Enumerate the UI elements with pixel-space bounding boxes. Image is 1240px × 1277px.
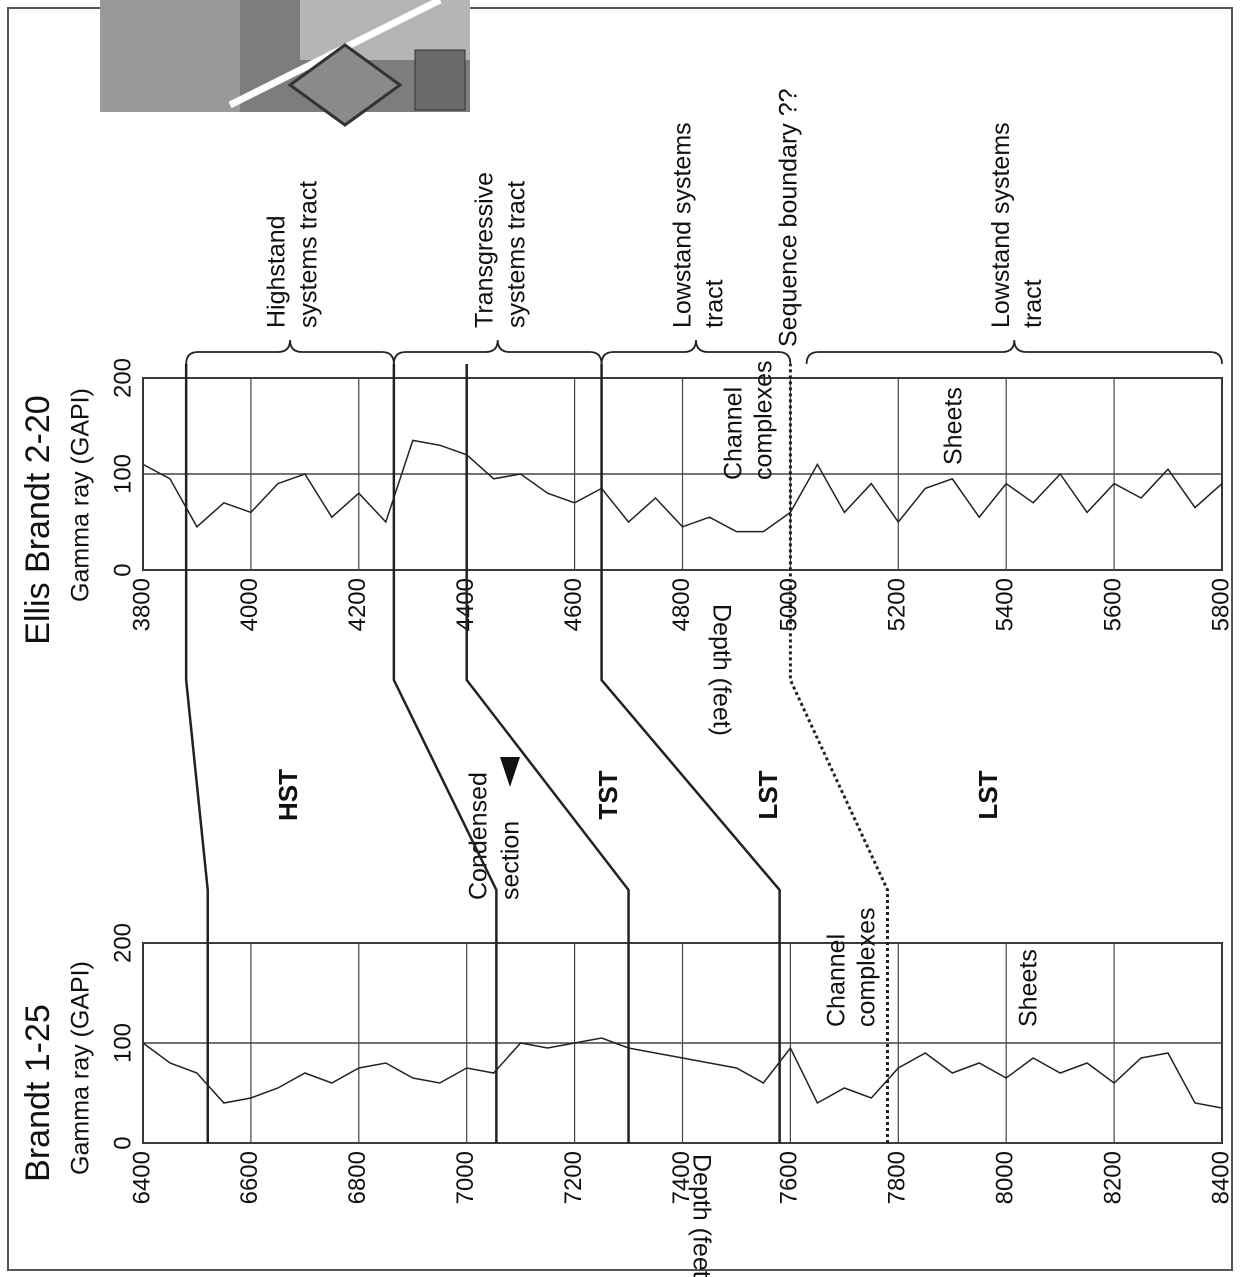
- annotation: Channel: [720, 387, 748, 480]
- y-tick-label: 100: [109, 454, 136, 494]
- x-tick-label: 5400: [992, 578, 1019, 631]
- x-tick-label: 6400: [128, 1151, 155, 1204]
- x-tick-label: 4600: [560, 578, 587, 631]
- x-tick-label: 7400: [668, 1151, 695, 1204]
- y-tick-label: 200: [109, 358, 136, 398]
- x-tick-label: 7200: [560, 1151, 587, 1204]
- x-tick-label: 8200: [1099, 1151, 1126, 1204]
- y-tick-label: 0: [109, 1136, 136, 1149]
- bracket-label: systems tract: [502, 181, 530, 328]
- figure: Ellis Brandt 2-20 Gamma ray (GAPI) Depth (…: [0, 0, 1240, 1277]
- x-tick-label: 5200: [884, 578, 911, 631]
- y-axis-label: Gamma ray (GAPI): [67, 388, 95, 602]
- annotation: Sequence boundary ??: [775, 88, 803, 347]
- y-tick-label: 0: [109, 563, 136, 576]
- photo: [100, 0, 470, 125]
- well-title: Brandt 1-25: [19, 1004, 57, 1182]
- bracket-label: Highstand: [263, 215, 291, 328]
- bracket-label: Lowstand systems: [987, 122, 1015, 328]
- x-tick-label: 6800: [344, 1151, 371, 1204]
- x-axis-label: Depth (feet): [707, 604, 735, 736]
- x-tick-label: 4000: [236, 578, 263, 631]
- frame: [8, 8, 1232, 1270]
- well-title: Ellis Brandt 2-20: [19, 395, 57, 644]
- x-tick-label: 3800: [128, 578, 155, 631]
- annotation: complexes: [853, 908, 881, 1028]
- x-tick-label: 4800: [668, 578, 695, 631]
- correlation-line: [186, 364, 208, 1143]
- annotation: Sheets: [940, 387, 968, 465]
- correlation-line: [394, 364, 497, 1143]
- x-tick-label: 8000: [992, 1151, 1019, 1204]
- bracket: [394, 340, 602, 364]
- bracket-label: Transgressive: [470, 172, 498, 328]
- zone-label: LST: [973, 770, 1003, 819]
- x-tick-label: 7000: [452, 1151, 479, 1204]
- bracket-label: tract: [701, 279, 729, 328]
- correlation-line: [467, 364, 629, 1143]
- log-panel: Ellis Brandt 2-20 Gamma ray (GAPI) Depth (…: [19, 88, 1234, 1277]
- y-tick-label: 200: [109, 923, 136, 963]
- x-tick-label: 7600: [776, 1151, 803, 1204]
- bracket-label: systems tract: [295, 181, 323, 328]
- bracket-label: Lowstand systems: [669, 122, 697, 328]
- x-tick-label: 4200: [344, 578, 371, 631]
- annotation: complexes: [750, 361, 778, 481]
- bracket-label: tract: [1019, 279, 1047, 328]
- zone-label: LST: [753, 770, 783, 819]
- zone-label: HST: [273, 769, 303, 821]
- y-tick-label: 100: [109, 1023, 136, 1063]
- annotation: Sheets: [1015, 949, 1043, 1027]
- arrow: [500, 757, 520, 787]
- x-tick-label: 6600: [236, 1151, 263, 1204]
- x-tick-label: 7800: [884, 1151, 911, 1204]
- y-axis-label: Gamma ray (GAPI): [67, 961, 95, 1175]
- bracket: [186, 340, 394, 364]
- annotation: section: [497, 821, 525, 900]
- x-tick-label: 5600: [1099, 578, 1126, 631]
- zone-label: TST: [593, 770, 623, 819]
- x-tick-label: 5800: [1207, 578, 1234, 631]
- x-tick-label: 8400: [1207, 1151, 1234, 1204]
- bracket: [602, 340, 791, 364]
- bracket: [807, 340, 1222, 364]
- annotation: Channel: [823, 934, 851, 1027]
